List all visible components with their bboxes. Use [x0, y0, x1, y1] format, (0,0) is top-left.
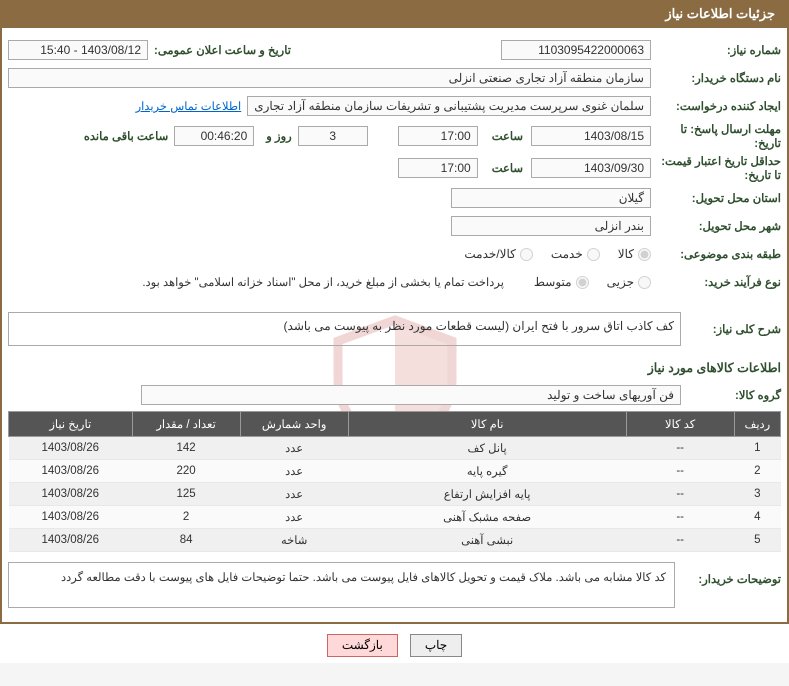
panel-header: جزئیات اطلاعات نیاز — [0, 0, 789, 28]
subject-radio-1[interactable]: خدمت — [551, 247, 600, 261]
buyer-contact-link[interactable]: اطلاعات تماس خریدار — [136, 99, 242, 113]
countdown-time: 00:46:20 — [174, 126, 254, 146]
need-number: 1103095422000063 — [501, 40, 651, 60]
buyer-org-label: نام دستگاه خریدار: — [651, 71, 781, 85]
days-remaining: 3 — [298, 126, 368, 146]
creator-name: سلمان غنوی سرپرست مدیریت پشتیبانی و تشری… — [247, 96, 651, 116]
subject-radio-0[interactable]: کالا — [618, 247, 651, 261]
goods-group-value: فن آوریهای ساخت و تولید — [141, 385, 681, 405]
creator-label: ایجاد کننده درخواست: — [651, 99, 781, 113]
print-button[interactable]: چاپ — [410, 634, 462, 657]
send-deadline-date: 1403/08/15 — [531, 126, 651, 146]
table-row: 4--صفحه مشبک آهنیعدد21403/08/26 — [9, 506, 781, 529]
table-header: کد کالا — [626, 412, 734, 437]
time-label-1: ساعت — [486, 129, 523, 143]
table-header: تعداد / مقدار — [132, 412, 240, 437]
table-header: واحد شمارش — [240, 412, 348, 437]
process-radio-0[interactable]: جزیی — [607, 275, 651, 289]
table-header: ردیف — [734, 412, 780, 437]
buyer-note-label: توضیحات خریدار: — [681, 562, 781, 586]
table-row: 2--گیره پایهعدد2201403/08/26 — [9, 460, 781, 483]
process-radio-1[interactable]: متوسط — [534, 275, 589, 289]
remain-label: ساعت باقی مانده — [78, 129, 168, 143]
validity-time: 17:00 — [398, 158, 478, 178]
province-label: استان محل تحویل: — [651, 191, 781, 205]
need-desc-text: کف کاذب اتاق سرور با فتح ایران (لیست قطع… — [8, 312, 681, 346]
table-row: 5--نبشی آهنیشاخه841403/08/26 — [9, 529, 781, 552]
treasury-note: پرداخت تمام یا بخشی از مبلغ خرید، از محل… — [142, 275, 504, 289]
subject-cat-label: طبقه بندی موضوعی: — [651, 247, 781, 261]
subject-radio-2[interactable]: کالا/خدمت — [464, 247, 532, 261]
goods-section-title: اطلاعات کالاهای مورد نیاز — [8, 360, 781, 375]
table-row: 3--پایه افزایش ارتفاععدد1251403/08/26 — [9, 483, 781, 506]
table-header: نام کالا — [348, 412, 626, 437]
announce-datetime: 1403/08/12 - 15:40 — [8, 40, 148, 60]
process-type-label: نوع فرآیند خرید: — [651, 275, 781, 289]
need-desc-label: شرح کلی نیاز: — [681, 322, 781, 336]
goods-group-label: گروه کالا: — [681, 388, 781, 402]
subject-radio-group: کالا خدمت کالا/خدمت — [464, 247, 651, 261]
back-button[interactable]: بازگشت — [327, 634, 398, 657]
time-label-2: ساعت — [486, 161, 523, 175]
goods-table: ردیفکد کالانام کالاواحد شمارشتعداد / مقد… — [8, 411, 781, 552]
need-number-label: شماره نیاز: — [651, 43, 781, 57]
announce-label: تاریخ و ساعت اعلان عمومی: — [148, 43, 291, 57]
validity-label: حداقل تاریخ اعتبار قیمت: تا تاریخ: — [651, 154, 781, 182]
table-row: 1--پانل کفعدد1421403/08/26 — [9, 437, 781, 460]
city-value: بندر انزلی — [451, 216, 651, 236]
buyer-org: سازمان منطقه آزاد تجاری صنعتی انزلی — [8, 68, 651, 88]
send-deadline-label: مهلت ارسال پاسخ: تا تاریخ: — [651, 122, 781, 150]
days-and-label: روز و — [260, 129, 291, 143]
province-value: گیلان — [451, 188, 651, 208]
send-deadline-time: 17:00 — [398, 126, 478, 146]
table-header: تاریخ نیاز — [9, 412, 133, 437]
panel-title: جزئیات اطلاعات نیاز — [665, 6, 775, 21]
buyer-note-text: کد کالا مشابه می باشد. ملاک قیمت و تحویل… — [8, 562, 675, 608]
validity-date: 1403/09/30 — [531, 158, 651, 178]
process-radio-group: جزیی متوسط — [534, 275, 651, 289]
city-label: شهر محل تحویل: — [651, 219, 781, 233]
